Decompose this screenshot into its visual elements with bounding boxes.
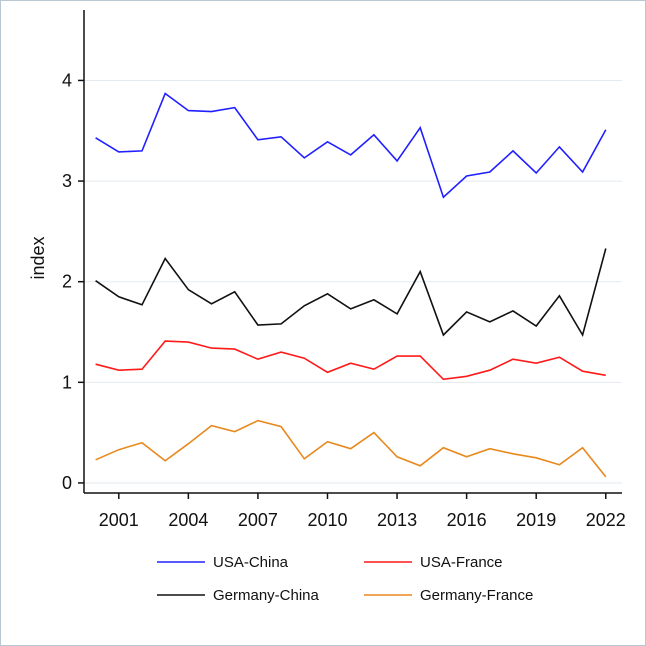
y-axis-label: index [28, 236, 48, 279]
series-lines [95, 92, 607, 478]
gridlines [84, 79, 622, 484]
x-tick-label: 2007 [238, 510, 278, 530]
legend: USA-China USA-France Germany-China Germany-… [157, 554, 533, 604]
legend-label-germany-china: Germany-China [213, 587, 320, 604]
x-tick-label: 2010 [307, 510, 347, 530]
x-tick-label: 2004 [168, 510, 208, 530]
y-tick-label: 2 [62, 272, 72, 292]
y-tick-label: 0 [62, 473, 72, 493]
legend-label-usa-china: USA-China [213, 554, 289, 571]
x-tick-label: 2001 [99, 510, 139, 530]
series-line-usa-france [95, 340, 606, 381]
x-tick-label: 2022 [586, 510, 626, 530]
x-tick-label: 2016 [447, 510, 487, 530]
legend-label-germany-france: Germany-France [420, 587, 533, 604]
series-line-usa-china [95, 92, 607, 199]
y-tick-label: 1 [62, 372, 72, 392]
x-tick-label: 2013 [377, 510, 417, 530]
series-line-germany-france [95, 419, 607, 478]
legend-label-usa-france: USA-France [420, 554, 503, 571]
y-tick-label: 3 [62, 171, 72, 191]
axes [83, 10, 622, 494]
tick-labels: 0 1 2 3 4 2001 2004 2007 2010 2013 2016 2019 2022 [62, 70, 626, 530]
series-line-germany-china [95, 248, 607, 338]
x-tick-label: 2019 [516, 510, 556, 530]
y-tick-label: 4 [62, 70, 72, 90]
